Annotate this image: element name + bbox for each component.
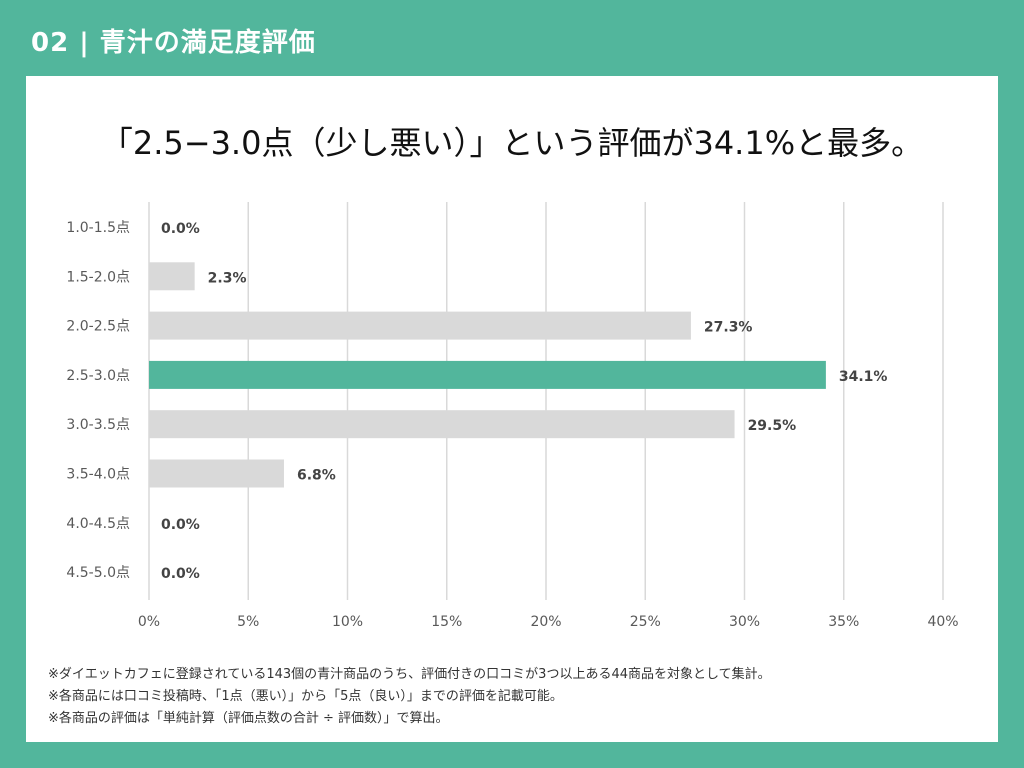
x-tick-label: 25%: [630, 614, 661, 630]
footnote-1: ※ダイエットカフェに登録されている143個の青汁商品のうち、評価付きの口コミが3…: [48, 667, 771, 682]
data-label: 0.0%: [161, 517, 200, 533]
data-label: 6.8%: [297, 468, 336, 484]
x-tick-label: 10%: [332, 614, 363, 630]
footnotes: ※ダイエットカフェに登録されている143個の青汁商品のうち、評価付きの口コミが3…: [48, 664, 978, 730]
data-label: 0.0%: [161, 566, 200, 582]
footnote-3: ※各商品の評価は「単純計算（評価点数の合計 ÷ 評価数）」で算出。: [48, 711, 449, 726]
y-category-label: 2.5-3.0点: [66, 368, 130, 384]
footnote-2: ※各商品には口コミ投稿時、「1点（悪い）」から「5点（良い）」までの評価を記載可…: [48, 689, 563, 704]
x-tick-label: 30%: [729, 614, 760, 630]
page-title: 02 | 青汁の満足度評価: [31, 28, 316, 58]
x-tick-label: 0%: [138, 614, 160, 630]
content-card: 「2.5−3.0点（少し悪い）」という評価が34.1%と最多。 0% 5% 10% 1…: [26, 76, 998, 742]
page-header: 02 | 青汁の満足度評価: [0, 0, 1024, 76]
data-label: 27.3%: [704, 320, 753, 336]
data-label: 2.3%: [208, 270, 247, 286]
x-tick-label: 20%: [530, 614, 561, 630]
y-category-label: 3.0-3.5点: [66, 417, 130, 433]
x-tick-label: 40%: [927, 614, 958, 630]
x-tick-label: 5%: [237, 614, 259, 630]
bar: [149, 459, 284, 488]
bar-chart: 0% 5% 10% 15% 20% 25% 30% 35% 40% 1.0-1.5点 0.0% 1.5…: [66, 202, 959, 630]
y-category-label: 2.0-2.5点: [66, 319, 130, 335]
bar: [149, 311, 691, 340]
bar: [149, 262, 195, 291]
data-label: 29.5%: [748, 418, 797, 434]
y-category-label: 3.5-4.0点: [66, 467, 130, 483]
y-category-label: 1.0-1.5点: [66, 220, 130, 236]
data-label: 34.1%: [839, 369, 888, 385]
x-tick-label: 35%: [828, 614, 859, 630]
y-category-label: 1.5-2.0点: [66, 269, 130, 285]
y-category-label: 4.5-5.0点: [66, 565, 130, 581]
bar: [149, 360, 826, 389]
bar: [149, 410, 735, 439]
data-label: 0.0%: [161, 221, 200, 237]
y-category-label: 4.0-4.5点: [66, 516, 130, 532]
headline: 「2.5−3.0点（少し悪い）」という評価が34.1%と最多。: [100, 124, 924, 162]
x-tick-label: 15%: [431, 614, 462, 630]
